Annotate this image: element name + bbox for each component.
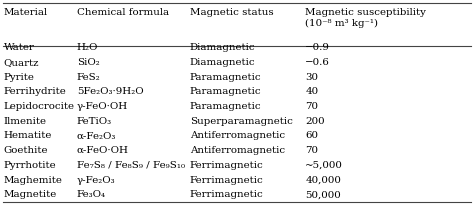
Text: α-Fe₂O₃: α-Fe₂O₃ — [77, 131, 116, 140]
Text: Lepidocrocite: Lepidocrocite — [4, 102, 75, 111]
Text: 40: 40 — [305, 87, 319, 96]
Text: γ-Fe₂O₃: γ-Fe₂O₃ — [77, 175, 115, 184]
Text: Diamagnetic: Diamagnetic — [190, 43, 255, 52]
Text: Material: Material — [4, 7, 48, 16]
Text: Pyrite: Pyrite — [4, 72, 35, 81]
Text: Ferrimagnetic: Ferrimagnetic — [190, 175, 264, 184]
Text: 60: 60 — [305, 131, 319, 140]
Text: Antiferromagnetic: Antiferromagnetic — [190, 145, 285, 154]
Text: Fe₇S₈ / Fe₈S₉ / Fe₉S₁₀: Fe₇S₈ / Fe₈S₉ / Fe₉S₁₀ — [77, 160, 185, 169]
Text: Paramagnetic: Paramagnetic — [190, 72, 262, 81]
Text: −0.6: −0.6 — [305, 58, 330, 67]
Text: Antiferromagnetic: Antiferromagnetic — [190, 131, 285, 140]
Text: 70: 70 — [305, 102, 319, 111]
Text: −0.9: −0.9 — [305, 43, 330, 52]
Text: SiO₂: SiO₂ — [77, 58, 100, 67]
Text: Ferrimagnetic: Ferrimagnetic — [190, 189, 264, 198]
Text: FeTiO₃: FeTiO₃ — [77, 116, 112, 125]
Text: FeS₂: FeS₂ — [77, 72, 100, 81]
Text: Paramagnetic: Paramagnetic — [190, 102, 262, 111]
Text: Ferrimagnetic: Ferrimagnetic — [190, 160, 264, 169]
Text: Maghemite: Maghemite — [4, 175, 63, 184]
Text: ~5,000: ~5,000 — [305, 160, 343, 169]
Text: Fe₃O₄: Fe₃O₄ — [77, 189, 106, 198]
Text: Pyrrhotite: Pyrrhotite — [4, 160, 56, 169]
Text: 5Fe₂O₃·9H₂O: 5Fe₂O₃·9H₂O — [77, 87, 144, 96]
Text: Hematite: Hematite — [4, 131, 52, 140]
Text: Quartz: Quartz — [4, 58, 39, 67]
Text: Goethite: Goethite — [4, 145, 48, 154]
Text: H₂O: H₂O — [77, 43, 98, 52]
Text: 50,000: 50,000 — [305, 189, 341, 198]
Text: Superparamagnetic: Superparamagnetic — [190, 116, 293, 125]
Text: Ferrihydrite: Ferrihydrite — [4, 87, 66, 96]
Text: α-FeO·OH: α-FeO·OH — [77, 145, 129, 154]
Text: Magnetic status: Magnetic status — [190, 7, 273, 16]
Text: Magnetite: Magnetite — [4, 189, 57, 198]
Text: 30: 30 — [305, 72, 319, 81]
Text: Magnetic susceptibility
(10⁻⁸ m³ kg⁻¹): Magnetic susceptibility (10⁻⁸ m³ kg⁻¹) — [305, 7, 426, 28]
Text: 40,000: 40,000 — [305, 175, 341, 184]
Text: 200: 200 — [305, 116, 325, 125]
Text: 70: 70 — [305, 145, 319, 154]
Text: Paramagnetic: Paramagnetic — [190, 87, 262, 96]
Text: γ-FeO·OH: γ-FeO·OH — [77, 102, 128, 111]
Text: Diamagnetic: Diamagnetic — [190, 58, 255, 67]
Text: Chemical formula: Chemical formula — [77, 7, 169, 16]
Text: Ilmenite: Ilmenite — [4, 116, 47, 125]
Text: Water: Water — [4, 43, 35, 52]
